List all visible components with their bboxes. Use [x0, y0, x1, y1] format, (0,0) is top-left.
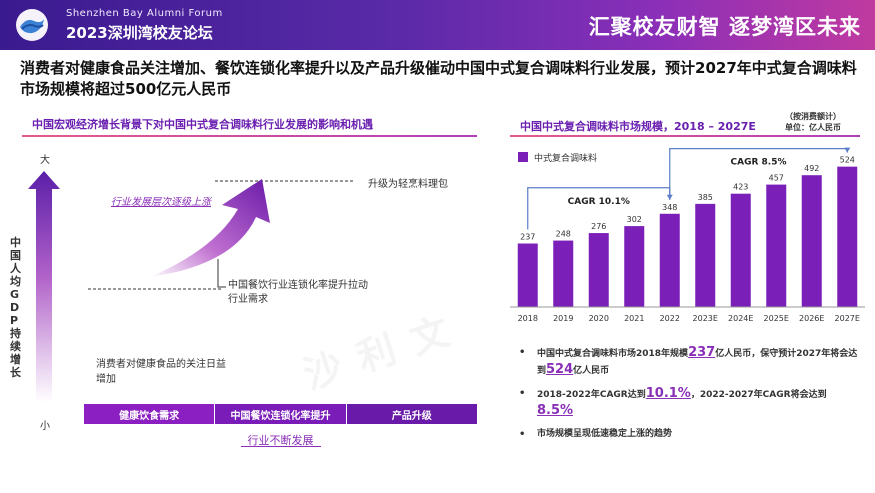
x-tick-label: 2022	[660, 314, 680, 323]
bottom-caption-underline	[241, 446, 321, 447]
finding-text: ，2022-2027年CAGR将会达到	[690, 390, 827, 400]
forum-slogan: 汇聚校友财智 逐梦湾区未来	[588, 15, 861, 39]
bar-value-label: 237	[520, 233, 535, 242]
forum-logo-icon	[16, 9, 48, 41]
bar	[837, 166, 858, 307]
industry-level-label: 行业发展层次逐级上涨	[111, 197, 211, 208]
left-panel-title: 中国宏观经济增长背景下对中国中式复合调味料行业发展的影响和机遇	[32, 118, 373, 131]
finding-value: 237	[688, 345, 716, 360]
finding-value: 524	[546, 362, 574, 377]
finding-value: 8.5%	[537, 403, 574, 418]
x-tick-label: 2018	[518, 314, 538, 323]
x-tick-label: 2024E	[728, 314, 753, 323]
right-title-underline	[510, 135, 860, 137]
finding-text: 2018-2022年CAGR达到	[537, 390, 646, 400]
y-axis-bottom-label: 小	[40, 421, 50, 432]
finding-text: 市场规模呈现低速稳定上涨的趋势	[537, 429, 673, 439]
y-axis-top-label: 大	[40, 155, 50, 166]
chart-note-unit: 单位：亿人民币	[785, 123, 841, 132]
cagr-label: CAGR 10.1%	[568, 197, 630, 207]
chart-note-basis: （按消费额计）	[785, 112, 841, 121]
y-axis-arrow	[28, 171, 60, 402]
x-tick-label: 2023E	[693, 314, 718, 323]
finding-text: 亿人民币，保守预计2027年将会达到	[537, 349, 858, 376]
bar-value-label: 276	[591, 222, 606, 231]
legend-swatch	[518, 152, 528, 162]
chain-pointer-line	[217, 259, 226, 288]
bar	[695, 203, 716, 307]
x-tick-label: 2020	[589, 314, 609, 323]
growth-diagram	[28, 171, 355, 402]
bar-value-label: 457	[769, 174, 784, 183]
bar-value-label: 348	[662, 203, 677, 212]
cagr-label: CAGR 8.5%	[731, 158, 787, 168]
left-title-underline	[22, 135, 477, 137]
driver-bar: 健康饮食需求 中国餐饮连锁化率提升 产品升级	[84, 404, 477, 424]
driver-segment-chain: 中国餐饮连锁化率提升	[215, 404, 347, 424]
bar	[588, 233, 609, 307]
driver-segment-upgrade: 产品升级	[346, 404, 477, 424]
bottom-caption: 行业不断发展	[247, 434, 314, 447]
bar-value-label: 302	[627, 215, 642, 224]
x-tick-label: 2021	[624, 314, 644, 323]
finding-3: 市场规模呈现低速稳定上涨的趋势	[515, 427, 860, 442]
chain-demand-label: 中国餐饮行业连锁化率提升拉动行业需求	[228, 280, 368, 305]
cagr-arrowhead	[844, 147, 851, 153]
market-size-chart: 中式复合调味料 237 2018 248 2019 276 2020 302 2021 348 20…	[510, 147, 865, 323]
x-tick-label: 2025E	[764, 314, 789, 323]
bar	[659, 213, 680, 307]
bar	[624, 226, 645, 307]
bar-value-label: 385	[698, 193, 713, 202]
legend-label: 中式复合调味料	[534, 152, 597, 164]
finding-text: 亿人民币	[573, 366, 610, 376]
forum-name-cn: 2023深圳湾校友论坛	[66, 24, 213, 42]
finding-text: 中国中式复合调味料市场2018年规模	[537, 349, 689, 359]
bar	[801, 175, 822, 307]
header-banner: Shenzhen Bay Alumni Forum 2023深圳湾校友论坛 汇聚…	[0, 0, 875, 50]
key-findings: 中国中式复合调味料市场2018年规模237亿人民币，保守预计2027年将会达到5…	[515, 345, 860, 449]
bar	[553, 240, 574, 307]
upgrade-label: 升级为轻烹料理包	[368, 179, 448, 190]
finding-value: 10.1%	[645, 386, 691, 401]
consumer-health-label: 消费者对健康食品的关注日益增加	[96, 359, 226, 385]
bar-value-label: 492	[804, 164, 819, 173]
bar-value-label: 248	[556, 230, 571, 239]
bar-value-label: 524	[840, 156, 855, 165]
chart-title: 中国中式复合调味料市场规模，2018 – 2027E	[520, 120, 756, 133]
bar	[730, 193, 751, 307]
bar	[517, 243, 538, 307]
bar-value-label: 423	[733, 183, 748, 192]
bar	[766, 184, 787, 307]
finding-1: 中国中式复合调味料市场2018年规模237亿人民币，保守预计2027年将会达到5…	[515, 345, 860, 379]
x-tick-label: 2019	[553, 314, 573, 323]
slide-headline: 消费者对健康食品关注增加、餐饮连锁化率提升以及产品升级催动中国中式复合调味料行业…	[20, 59, 857, 98]
growth-arrow	[150, 179, 270, 277]
driver-segment-health: 健康饮食需求	[84, 404, 216, 424]
forum-name-en: Shenzhen Bay Alumni Forum	[66, 8, 223, 19]
y-axis-title: 中国人均GDP持续增长	[10, 236, 21, 379]
x-tick-label: 2027E	[835, 314, 860, 323]
finding-2: 2018-2022年CAGR达到10.1%，2022-2027年CAGR将会达到…	[515, 386, 860, 420]
x-tick-label: 2026E	[799, 314, 824, 323]
chart-unit-note: （按消费额计） 单位：亿人民币	[785, 111, 841, 133]
